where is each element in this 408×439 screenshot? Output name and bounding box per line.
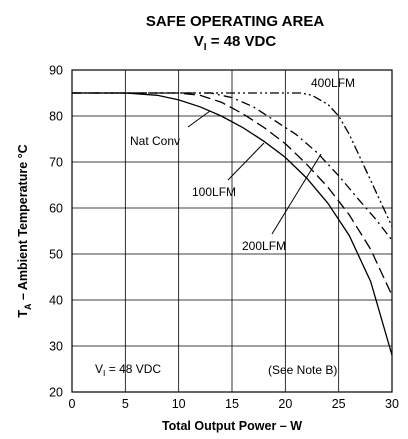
chart-title: SAFE OPERATING AREA xyxy=(146,13,325,30)
series-lines xyxy=(72,92,393,356)
chart-subtitle: VI = 48 VDC xyxy=(194,33,277,53)
y-tick-label: 90 xyxy=(49,64,63,78)
annotation-vi: VI = 48 VDC xyxy=(95,362,161,378)
annotation-note-b: (See Note B) xyxy=(268,363,337,377)
x-tick-label: 0 xyxy=(69,397,76,411)
series-line-100lfm xyxy=(72,92,393,296)
leader-200lfm xyxy=(271,153,322,235)
x-tick-label: 10 xyxy=(172,397,186,411)
x-tick-label: 5 xyxy=(122,397,129,411)
x-tick-label: 30 xyxy=(385,397,399,411)
annotation-100lfm: 100LFM xyxy=(192,185,236,199)
y-tick-label: 30 xyxy=(49,340,63,354)
series-line-400lfm xyxy=(72,92,393,227)
annotation-200lfm: 200LFM xyxy=(242,239,286,253)
y-tick-label: 60 xyxy=(49,202,63,216)
leader-nat-conv xyxy=(187,110,211,128)
y-tick-label: 40 xyxy=(49,294,63,308)
y-tick-label: 50 xyxy=(49,248,63,262)
plot-frame xyxy=(71,69,393,393)
tick-labels: 0 5 10 15 20 25 30 20 30 40 50 60 70 80 90 xyxy=(49,64,399,412)
y-tick-label: 80 xyxy=(49,110,63,124)
x-tick-label: 15 xyxy=(225,397,239,411)
y-tick-label: 20 xyxy=(49,386,63,400)
x-tick-label: 25 xyxy=(332,397,346,411)
y-tick-label: 70 xyxy=(49,156,63,170)
y-axis-label: TA – Ambient Temperature °C xyxy=(16,144,33,317)
x-tick-label: 20 xyxy=(278,397,292,411)
x-axis-label: Total Output Power – W xyxy=(162,419,302,433)
series-line-200lfm xyxy=(72,92,393,241)
leader-100lfm xyxy=(227,142,265,181)
annotation-400lfm: 400LFM xyxy=(311,76,355,90)
series-line-nat-conv xyxy=(72,92,393,356)
chart-grid xyxy=(72,70,392,392)
annotation-nat-conv: Nat Conv xyxy=(130,134,180,148)
annotations: Nat Conv 100LFM 200LFM 400LFM VI = 48 VD… xyxy=(95,76,355,378)
